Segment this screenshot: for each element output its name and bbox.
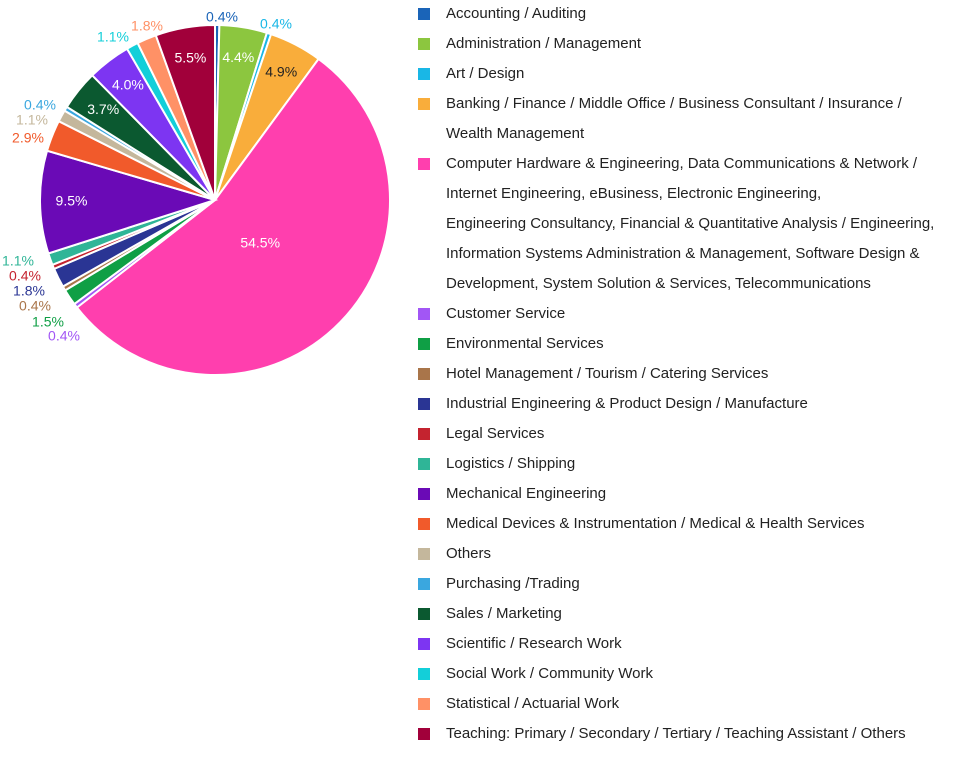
legend-swatch [418,638,430,650]
legend-label: Medical Devices & Instrumentation / Medi… [446,515,865,532]
slice-label-legal-services: 0.4% [9,268,41,284]
legend-swatch [418,8,430,20]
slice-label-sales-marketing: 3.7% [87,101,119,117]
legend-label: Art / Design [446,65,524,82]
legend-swatch [418,548,430,560]
legend-item-banking-finance-middle-office-business-c: Banking / Finance / Middle Office / Busi… [418,95,903,142]
legend-label: Environmental Services [446,335,604,352]
legend-swatch [418,458,430,470]
legend-label: Computer Hardware & Engineering, Data Co… [446,155,934,292]
legend-item-mechanical-engineering: Mechanical Engineering [418,485,606,502]
legend-label: Sales / Marketing [446,605,562,622]
legend-label: Statistical / Actuarial Work [446,695,620,712]
legend-label: Hotel Management / Tourism / Catering Se… [446,365,768,382]
legend-label: Others [446,545,491,562]
legend-item-computer-hardware-engineering-data-commu: Computer Hardware & Engineering, Data Co… [418,155,934,292]
legend-swatch [418,488,430,500]
slice-label-scientific-research-work: 4.0% [112,77,144,93]
legend-swatch [418,308,430,320]
legend-item-legal-services: Legal Services [418,425,544,442]
slice-label-environmental-services: 1.5% [32,314,64,330]
legend-swatch [418,68,430,80]
legend-swatch [418,368,430,380]
legend-label: Administration / Management [446,35,642,52]
legend-swatch [418,698,430,710]
legend: Accounting / Auditing Administration / Ma… [418,5,934,742]
legend-label: Mechanical Engineering [446,485,606,502]
pie-slice-mechanical-engineering [39,149,219,255]
slice-label-logistics-shipping: 1.1% [2,253,34,269]
legend-item-art-design: Art / Design [418,65,524,82]
slice-label-medical-devices-instrumentation-medical-: 2.9% [12,130,44,146]
legend-item-environmental-services: Environmental Services [418,335,604,352]
legend-label: Logistics / Shipping [446,455,575,472]
slice-label-mechanical-engineering: 9.5% [56,193,88,209]
legend-swatch [418,158,430,170]
legend-label: Social Work / Community Work [446,665,653,682]
legend-item-customer-service: Customer Service [418,305,565,322]
legend-label: Accounting / Auditing [446,5,586,22]
legend-item-logistics-shipping: Logistics / Shipping [418,455,575,472]
legend-label: Customer Service [446,305,565,322]
slice-label-industrial-engineering-product-design-ma: 1.8% [13,283,45,299]
slice-label-hotel-management-tourism-catering-servic: 0.4% [19,298,51,314]
legend-label: Legal Services [446,425,544,442]
slice-label-customer-service: 0.4% [48,328,80,344]
slice-label-teaching-primary-secondary-tertiary-teac: 5.5% [174,49,206,65]
legend-item-statistical-actuarial-work: Statistical / Actuarial Work [418,695,620,712]
legend-item-medical-devices-instrumentation-medical-: Medical Devices & Instrumentation / Medi… [418,515,865,532]
slice-label-social-work-community-work: 1.1% [97,29,129,45]
pie-slice-computer-hardware-engineering-data-commu [75,57,392,376]
legend-label: Teaching: Primary / Secondary / Tertiary… [446,725,906,742]
legend-swatch [418,518,430,530]
slice-label-purchasing-trading: 0.4% [24,97,56,113]
legend-item-sales-marketing: Sales / Marketing [418,605,562,622]
legend-label: Industrial Engineering & Product Design … [446,395,808,412]
legend-swatch [418,398,430,410]
legend-item-others: Others [418,545,491,562]
slice-label-banking-finance-middle-office-business-c: 4.9% [265,63,297,79]
legend-swatch [418,38,430,50]
slice-label-computer-hardware-engineering-data-commu: 54.5% [240,235,280,251]
legend-swatch [418,608,430,620]
legend-swatch [418,338,430,350]
slice-label-accounting-auditing: 0.4% [206,9,238,25]
legend-item-accounting-auditing: Accounting / Auditing [418,5,586,22]
slice-label-statistical-actuarial-work: 1.8% [131,18,163,34]
legend-item-purchasing-trading: Purchasing /Trading [418,575,580,592]
legend-label: Scientific / Research Work [446,635,622,652]
legend-label: Purchasing /Trading [446,575,580,592]
legend-swatch [418,98,430,110]
legend-item-industrial-engineering-product-design-ma: Industrial Engineering & Product Design … [418,395,808,412]
pie-labels: 0.4%4.4%0.4%4.9%54.5%0.4%1.5%0.4%1.8%0.4… [2,9,297,344]
legend-item-administration-management: Administration / Management [418,35,642,52]
legend-item-hotel-management-tourism-catering-servic: Hotel Management / Tourism / Catering Se… [418,365,768,382]
legend-item-scientific-research-work: Scientific / Research Work [418,635,622,652]
pie-slices [39,23,392,376]
legend-swatch [418,428,430,440]
slice-label-others: 1.1% [16,112,48,128]
legend-swatch [418,578,430,590]
slice-label-art-design: 0.4% [260,16,292,32]
legend-item-social-work-community-work: Social Work / Community Work [418,665,653,682]
pie-slice-teaching-primary-secondary-tertiary-teac [154,23,216,201]
legend-swatch [418,728,430,740]
legend-item-teaching-primary-secondary-tertiary-teac: Teaching: Primary / Secondary / Tertiary… [418,725,906,742]
legend-swatch [418,668,430,680]
legend-label: Banking / Finance / Middle Office / Busi… [446,95,903,142]
slice-label-administration-management: 4.4% [222,49,254,65]
